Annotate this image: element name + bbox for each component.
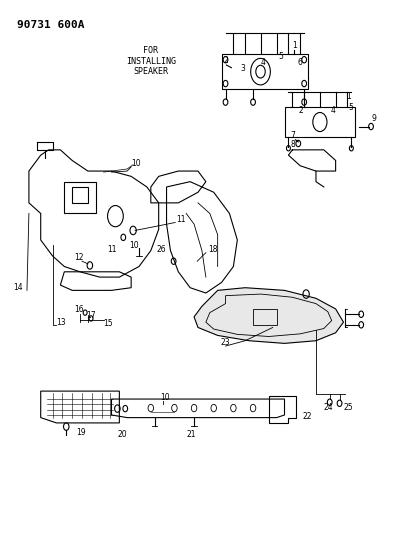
- Bar: [72, 187, 88, 203]
- Text: 3: 3: [241, 64, 246, 74]
- Text: 4: 4: [261, 58, 265, 67]
- Text: 18: 18: [208, 245, 217, 254]
- Text: 7: 7: [290, 131, 295, 140]
- Text: 4: 4: [331, 106, 336, 115]
- Bar: [64, 182, 96, 214]
- Bar: [284, 108, 355, 136]
- Text: 9: 9: [371, 114, 376, 123]
- Text: 19: 19: [76, 428, 86, 437]
- Text: 21: 21: [186, 430, 196, 439]
- Text: 5: 5: [278, 52, 283, 61]
- Text: 13: 13: [57, 318, 66, 327]
- Text: 16: 16: [74, 304, 84, 313]
- Text: 10: 10: [131, 159, 141, 168]
- Text: 1: 1: [292, 41, 297, 50]
- Polygon shape: [194, 288, 343, 343]
- Text: 1: 1: [346, 93, 351, 101]
- Text: 90731 600A: 90731 600A: [17, 20, 85, 30]
- Text: 5: 5: [348, 103, 353, 112]
- Bar: [253, 309, 277, 325]
- Text: 24: 24: [324, 402, 333, 411]
- Text: 2: 2: [224, 56, 228, 66]
- Text: 10: 10: [129, 241, 139, 250]
- Text: 14: 14: [13, 284, 23, 293]
- Text: 22: 22: [302, 412, 312, 421]
- Text: 20: 20: [117, 430, 127, 439]
- Text: 11: 11: [176, 215, 186, 224]
- Text: 6: 6: [298, 58, 303, 67]
- Text: 12: 12: [74, 253, 84, 262]
- Text: 11: 11: [108, 245, 117, 254]
- Text: 10: 10: [161, 393, 170, 402]
- Text: 2: 2: [298, 106, 303, 115]
- Text: 25: 25: [343, 402, 353, 411]
- Text: 17: 17: [86, 311, 95, 320]
- Text: FOR
INSTALLING
SPEAKER: FOR INSTALLING SPEAKER: [126, 46, 176, 76]
- Text: 15: 15: [104, 319, 113, 328]
- Text: 26: 26: [157, 245, 166, 254]
- Text: 23: 23: [221, 338, 230, 347]
- Text: 8: 8: [290, 140, 295, 149]
- Bar: [222, 54, 308, 89]
